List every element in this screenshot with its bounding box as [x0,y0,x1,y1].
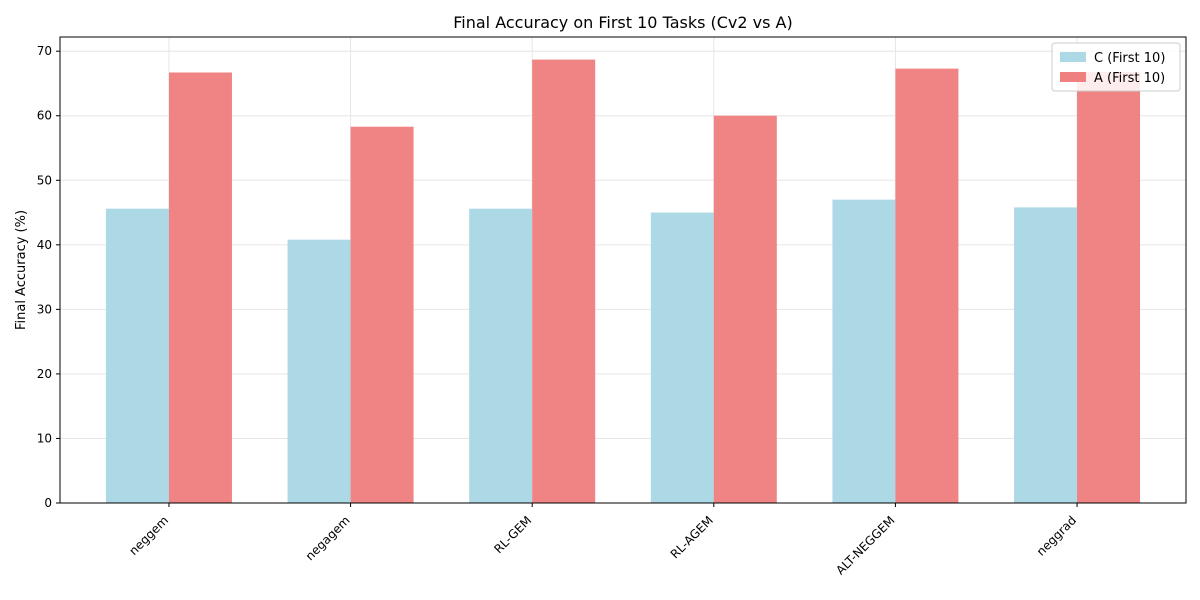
y-tick-label: 0 [44,496,52,510]
y-tick-label: 20 [37,367,52,381]
bar-c-rl-agem [650,212,714,503]
y-tick-label: 30 [37,302,52,316]
bar-c-alt-neggem [832,199,896,503]
y-tick-label: 10 [37,431,52,445]
chart-title: Final Accuracy on First 10 Tasks (Cv2 vs… [453,13,793,32]
bar-c-neggem [105,208,169,503]
bar-a-rl-gem [532,59,596,503]
y-tick-label: 50 [37,173,52,187]
legend-swatch [1060,72,1086,82]
bar-a-neggrad [1077,71,1141,504]
bar-c-neggrad [1014,207,1078,503]
bar-a-alt-neggem [895,68,959,503]
y-axis-label: Final Accuracy (%) [14,210,29,330]
y-tick-label: 70 [37,44,52,58]
plot-frame [59,36,1187,504]
legend: C (First 10) A (First 10) [1051,42,1181,92]
y-axis: 0 10 20 30 40 50 60 70 [37,44,60,510]
bar-a-negagem [350,126,414,503]
y-tick-label: 40 [37,238,52,252]
bars-group [105,59,1141,504]
bar-c-negagem [287,239,351,503]
legend-entry-label: C (First 10) [1094,51,1165,66]
bar-a-rl-agem [713,115,777,504]
y-tick-label: 60 [37,109,52,123]
bar-c-rl-gem [469,208,533,503]
legend-swatch [1060,52,1086,62]
legend-entry-label: A (First 10) [1094,71,1165,86]
bar-a-neggem [168,72,232,504]
